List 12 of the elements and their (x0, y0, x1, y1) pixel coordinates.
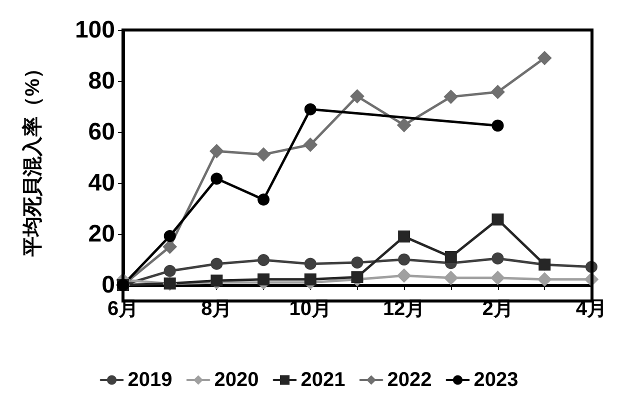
legend-label: 2019 (128, 369, 172, 391)
y-tick-label: 0 (102, 272, 115, 298)
y-tick-label: 80 (88, 68, 115, 94)
legend-label: 2020 (214, 369, 259, 391)
y-tick-label: 40 (88, 170, 115, 196)
y-axis-title: 平均死貝混入率（%） (21, 58, 44, 258)
y-tick-label: 20 (88, 220, 115, 248)
legend-label: 2021 (300, 369, 346, 391)
y-tick-label: 60 (88, 118, 115, 146)
legend-label: 2022 (387, 369, 432, 391)
legend-label: 2023 (474, 369, 518, 391)
y-tick-label: 100 (74, 16, 115, 44)
